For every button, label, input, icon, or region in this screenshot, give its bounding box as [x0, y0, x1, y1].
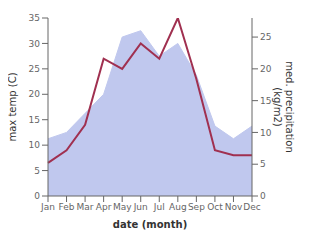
svg-text:25: 25 — [260, 32, 271, 42]
svg-text:Sep: Sep — [188, 202, 205, 212]
svg-text:Nov: Nov — [225, 202, 243, 212]
svg-text:Jun: Jun — [133, 202, 148, 212]
svg-text:30: 30 — [29, 39, 41, 49]
svg-text:10: 10 — [29, 140, 41, 150]
svg-text:35: 35 — [29, 13, 40, 23]
svg-text:Aug: Aug — [169, 202, 187, 212]
svg-text:Dec: Dec — [243, 202, 260, 212]
svg-text:med. precipitation(kg/m2): med. precipitation(kg/m2) — [272, 61, 295, 153]
svg-text:15: 15 — [29, 115, 40, 125]
svg-text:Mar: Mar — [77, 202, 94, 212]
svg-text:max temp (C): max temp (C) — [8, 72, 18, 141]
svg-text:Oct: Oct — [207, 202, 223, 212]
svg-text:date (month): date (month) — [113, 219, 187, 230]
svg-text:20: 20 — [260, 64, 272, 74]
svg-text:Jul: Jul — [153, 202, 165, 212]
svg-text:20: 20 — [29, 89, 41, 99]
svg-text:10: 10 — [260, 128, 272, 138]
svg-text:5: 5 — [260, 159, 266, 169]
svg-text:Feb: Feb — [59, 202, 75, 212]
svg-text:15: 15 — [260, 96, 271, 106]
svg-text:Jan: Jan — [40, 202, 55, 212]
svg-text:25: 25 — [29, 64, 40, 74]
svg-text:0: 0 — [34, 191, 40, 201]
svg-text:May: May — [113, 202, 132, 212]
svg-text:0: 0 — [260, 191, 266, 201]
svg-text:Apr: Apr — [96, 202, 112, 212]
svg-text:5: 5 — [34, 166, 40, 176]
